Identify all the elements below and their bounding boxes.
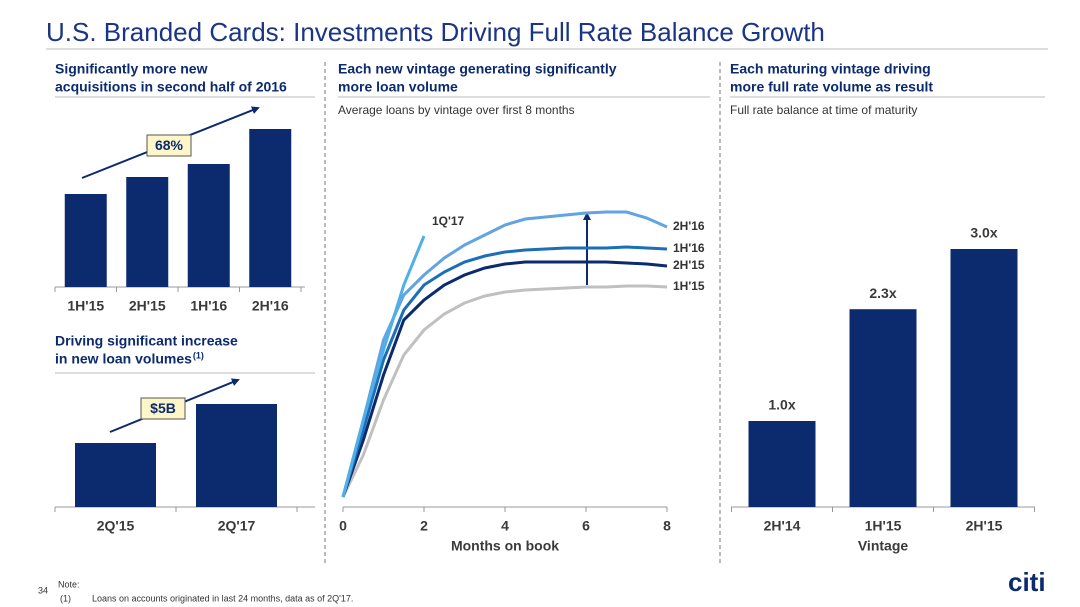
series-line [341, 284, 668, 498]
page-number: 34 [38, 585, 48, 595]
bar [64, 194, 107, 287]
panel-title: Driving significant increase [55, 333, 238, 349]
series-label: 2H'15 [673, 258, 705, 272]
series-label: 1Q'17 [432, 214, 465, 228]
bar [196, 404, 277, 507]
note-label: Note: [58, 579, 80, 589]
x-axis-label: Months on book [451, 538, 559, 554]
x-tick-label: 2H'16 [252, 298, 289, 314]
x-tick-label: 2 [420, 518, 428, 534]
x-tick-label: 0 [339, 518, 347, 534]
panel-title: acquisitions in second half of 2016 [55, 79, 287, 95]
annotation-box [140, 397, 186, 420]
logo: citi [1008, 567, 1046, 597]
title-note: (1) [193, 350, 204, 360]
x-tick-label: 1H'16 [190, 298, 227, 314]
x-tick-label: 6 [582, 518, 590, 534]
panel-title: more full rate volume as result [730, 79, 933, 95]
value-label: 1.0x [768, 397, 795, 413]
slide-title: U.S. Branded Cards: Investments Driving … [46, 17, 825, 47]
subtitle: Full rate balance at time of maturity [730, 103, 917, 117]
panel-title: in new loan volumes [55, 351, 192, 367]
series-line [341, 245, 668, 498]
annotation-box [146, 134, 192, 157]
value-label: 2.3x [869, 285, 896, 301]
x-tick-label: 4 [501, 518, 509, 534]
panel-title: Each new vintage generating significantl… [338, 61, 617, 77]
bar [75, 443, 156, 507]
x-tick-label: 8 [663, 518, 671, 534]
panel-title: Significantly more new [55, 61, 208, 77]
bar [187, 164, 230, 287]
value-label: 3.0x [970, 225, 997, 241]
x-tick-label: 2H'15 [966, 518, 1003, 534]
note-text: Loans on accounts originated in last 24 … [92, 593, 353, 603]
annotation: $5B [150, 400, 176, 416]
note-number: (1) [60, 593, 71, 603]
bar [849, 309, 917, 507]
x-tick-label: 1H'15 [865, 518, 902, 534]
bar [748, 421, 816, 507]
bar [950, 249, 1018, 507]
panel-title: more loan volume [338, 79, 458, 95]
series-line [341, 235, 426, 498]
x-tick-label: 2H'15 [129, 298, 166, 314]
series-label: 2H'16 [673, 219, 705, 233]
panel-title: Each maturing vintage driving [730, 61, 931, 77]
annotation: 68% [155, 137, 184, 153]
series-label: 1H'15 [673, 279, 705, 293]
x-tick-label: 1H'15 [67, 298, 104, 314]
series-line [341, 260, 668, 498]
series-label: 1H'16 [673, 241, 705, 255]
x-tick-label: 2Q'15 [97, 518, 135, 534]
subtitle: Average loans by vintage over first 8 mo… [338, 103, 575, 117]
x-tick-label: 2H'14 [764, 518, 801, 534]
bar [249, 129, 292, 287]
bar [126, 177, 169, 287]
x-tick-label: 2Q'17 [218, 518, 256, 534]
x-axis-label: Vintage [858, 538, 909, 554]
